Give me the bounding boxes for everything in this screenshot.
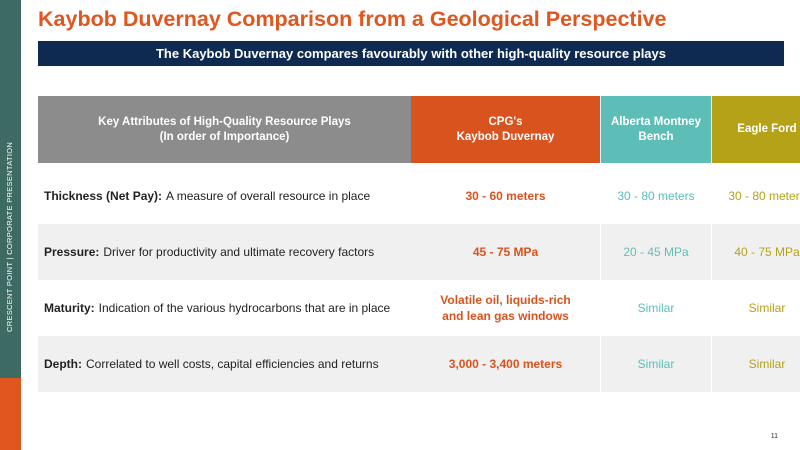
attribute-description: Indication of the various hydrocarbons t… bbox=[98, 301, 391, 315]
header-cpg-line1: CPG's bbox=[488, 115, 523, 128]
cpg-value-line1: 30 - 60 meters bbox=[465, 189, 546, 203]
eagle-ford-value: Similar bbox=[712, 336, 800, 392]
header-cpg-line2: Kaybob Duvernay bbox=[456, 130, 555, 143]
header-montney: Alberta Montney Bench bbox=[601, 96, 711, 163]
montney-value: 30 - 80 meters bbox=[601, 168, 711, 224]
montney-value: Similar bbox=[601, 336, 711, 392]
attribute-description: Driver for productivity and ultimate rec… bbox=[103, 245, 375, 259]
header-attributes-subtitle: (In order of Importance) bbox=[159, 130, 290, 143]
cpg-value: 30 - 60 meters bbox=[411, 168, 600, 224]
sidebar-strip bbox=[0, 0, 21, 450]
subtitle-banner: The Kaybob Duvernay compares favourably … bbox=[38, 41, 784, 66]
attribute-name: Depth: bbox=[44, 357, 82, 371]
attribute-cell: Pressure: Driver for productivity and ult… bbox=[38, 224, 411, 280]
attribute-description: A measure of overall resource in place bbox=[166, 189, 371, 203]
table-row: Maturity: Indication of the various hydro… bbox=[38, 280, 800, 336]
attribute-name: Thickness (Net Pay): bbox=[44, 189, 163, 203]
cpg-value: 45 - 75 MPa bbox=[411, 224, 600, 280]
eagle-ford-value: Similar bbox=[712, 280, 800, 336]
cpg-value: Volatile oil, liquids-rich and lean gas … bbox=[411, 280, 600, 336]
header-montney-line1: Alberta Montney bbox=[610, 115, 702, 128]
cpg-value-line2: and lean gas windows bbox=[442, 309, 569, 323]
cpg-value-line1: 3,000 - 3,400 meters bbox=[448, 357, 563, 371]
attribute-description: Correlated to well costs, capital effici… bbox=[86, 357, 379, 371]
eagle-ford-value: 40 - 75 MPa bbox=[712, 224, 800, 280]
attribute-cell: Thickness (Net Pay): A measure of overall… bbox=[38, 168, 411, 224]
montney-value: 20 - 45 MPa bbox=[601, 224, 711, 280]
cpg-value-line1: 45 - 75 MPa bbox=[472, 245, 539, 259]
header-eagle-ford: Eagle Ford bbox=[712, 96, 800, 163]
header-eagle-label: Eagle Ford bbox=[737, 123, 797, 135]
header-montney-line2: Bench bbox=[638, 130, 674, 143]
eagle-ford-value: 30 - 80 meters bbox=[712, 168, 800, 224]
attribute-cell: Depth: Correlated to well costs, capital … bbox=[38, 336, 411, 392]
header-attributes-title: Key Attributes of High-Quality Resource … bbox=[98, 115, 351, 128]
page-title: Kaybob Duvernay Comparison from a Geolog… bbox=[38, 7, 667, 31]
table-row: Thickness (Net Pay): A measure of overall… bbox=[38, 168, 800, 224]
header-cpg: CPG's Kaybob Duvernay bbox=[411, 96, 600, 163]
sidebar-accent bbox=[0, 378, 21, 450]
cpg-value: 3,000 - 3,400 meters bbox=[411, 336, 600, 392]
table-row: Pressure: Driver for productivity and ult… bbox=[38, 224, 800, 280]
attribute-cell: Maturity: Indication of the various hydro… bbox=[38, 280, 411, 336]
montney-value: Similar bbox=[601, 280, 711, 336]
sidebar-text: CRESCENT POINT | CORPORATE PRESENTATION bbox=[5, 141, 14, 332]
table-row: Depth: Correlated to well costs, capital … bbox=[38, 336, 800, 392]
attribute-name: Maturity: bbox=[44, 301, 95, 315]
page-number: 11 bbox=[770, 433, 778, 440]
cpg-value-line1: Volatile oil, liquids-rich bbox=[440, 293, 571, 307]
attribute-name: Pressure: bbox=[44, 245, 100, 259]
header-attributes: Key Attributes of High-Quality Resource … bbox=[38, 96, 411, 163]
